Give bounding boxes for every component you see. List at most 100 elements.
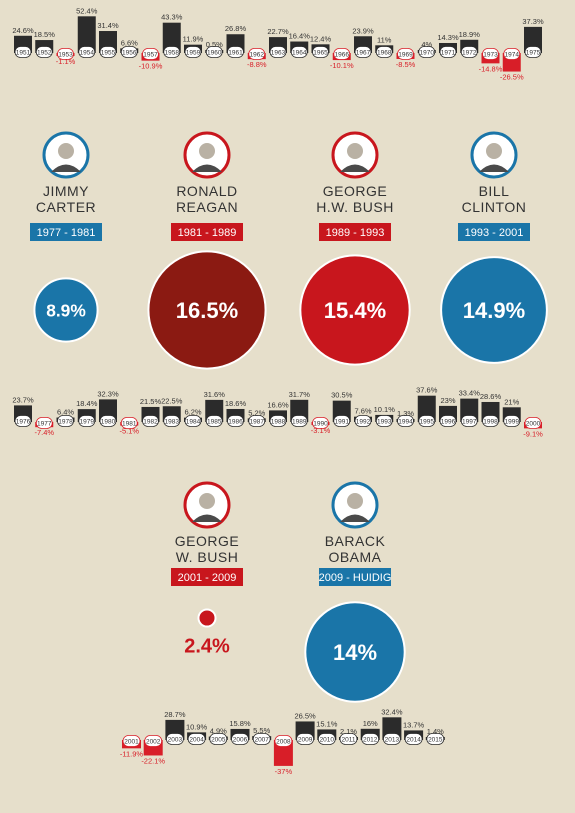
year-badge-2007 — [252, 733, 271, 745]
avatar-head-ronald-reagan — [199, 143, 215, 159]
value-label-1958: 43.3% — [161, 13, 183, 22]
value-label-1982: 21.5% — [140, 397, 162, 406]
term-label-george-w-bush: 2001 - 2009 — [178, 572, 237, 584]
year-label-1972: 1972 — [462, 49, 477, 56]
year-badge-1952 — [35, 46, 53, 58]
year-label-1961: 1961 — [228, 49, 243, 56]
year-label-1952: 1952 — [37, 49, 52, 56]
value-label-2015: 1.4% — [427, 727, 444, 736]
value-label-1974: -26.5% — [500, 73, 524, 82]
year-label-1964: 1964 — [292, 49, 307, 56]
president-name-line1-george-h-w-bush: GEORGE — [323, 183, 387, 199]
value-label-2002: -22.1% — [141, 756, 165, 765]
year-label-1978: 1978 — [58, 418, 73, 425]
term-label-bill-clinton: 1993 - 2001 — [465, 227, 524, 239]
president-name-line1-barack-obama: BARACK — [325, 533, 386, 549]
avatar-body-bill-clinton — [479, 164, 509, 172]
value-label-2004: 10.9% — [186, 722, 208, 731]
term-label-barack-obama: 2009 - HUIDIG — [319, 572, 392, 584]
value-label-2000: -9.1% — [523, 429, 543, 438]
value-label-2008: -37% — [275, 767, 293, 776]
value-label-1977: -7.4% — [34, 428, 54, 437]
year-label-1983: 1983 — [165, 418, 180, 425]
year-badge-1977 — [35, 417, 53, 429]
value-label-1976: 23.7% — [12, 395, 34, 404]
value-label-1985: 31.6% — [204, 390, 226, 399]
avg-label-bill-clinton: 14.9% — [463, 298, 525, 323]
president-name-line2-george-h-w-bush: H.W. BUSH — [316, 199, 394, 215]
year-badge-1999 — [503, 415, 521, 427]
year-badge-1959 — [184, 46, 202, 58]
year-badge-2003 — [165, 733, 184, 745]
term-badge-jimmy-carter — [30, 223, 102, 241]
year-badge-1982 — [142, 415, 159, 427]
value-label-1968: 11% — [377, 35, 392, 44]
president-name-line2-ronald-reagan: REAGAN — [176, 199, 238, 215]
year-label-1985: 1985 — [207, 418, 222, 425]
year-label-2014: 2014 — [406, 736, 421, 743]
year-badge-2005 — [209, 733, 228, 745]
year-label-2002: 2002 — [146, 738, 161, 745]
value-label-1991: 30.5% — [331, 391, 353, 400]
year-badge-1987 — [248, 415, 266, 427]
year-label-1965: 1965 — [313, 49, 328, 56]
value-label-1996: 23% — [440, 396, 455, 405]
year-badge-2006 — [231, 733, 249, 745]
year-label-1959: 1959 — [186, 49, 201, 56]
year-badge-1986 — [227, 415, 244, 427]
term-badge-george-w-bush — [171, 568, 243, 586]
year-badge-1972 — [460, 46, 478, 58]
value-label-2003: 28.7% — [164, 710, 186, 719]
year-badge-2008 — [274, 735, 293, 747]
avatar-body-george-w-bush — [192, 514, 222, 522]
value-label-1986: 18.6% — [225, 399, 247, 408]
value-label-1963: 22.7% — [267, 27, 289, 36]
avg-circle-ronald-reagan — [147, 250, 267, 370]
value-label-1967: 23.9% — [352, 26, 374, 35]
year-badge-2011 — [339, 733, 358, 745]
year-badge-1997 — [460, 415, 478, 427]
avg-label-barack-obama: 14% — [333, 640, 377, 665]
year-label-1998: 1998 — [483, 418, 498, 425]
value-label-1973: -14.8% — [479, 64, 503, 73]
value-label-1983: 22.5% — [161, 396, 183, 405]
year-badge-1974 — [503, 48, 521, 60]
year-badge-1980 — [99, 415, 117, 427]
year-badge-1951 — [14, 46, 32, 58]
term-label-ronald-reagan: 1981 - 1989 — [178, 227, 237, 239]
value-label-1997: 33.4% — [459, 389, 481, 398]
president-name-line1-george-w-bush: GEORGE — [175, 533, 239, 549]
president-name-line2-bill-clinton: CLINTON — [462, 199, 527, 215]
year-badge-1968 — [375, 46, 393, 58]
year-badge-2002 — [144, 735, 163, 747]
year-label-1967: 1967 — [356, 49, 371, 56]
value-label-2005: 4.9% — [210, 727, 227, 736]
avg-label-george-w-bush: 2.4% — [184, 636, 230, 658]
year-badge-1958 — [163, 46, 181, 58]
value-label-2012: 16% — [363, 719, 378, 728]
value-label-1998: 28.6% — [480, 392, 502, 401]
year-badge-1962 — [248, 48, 266, 60]
value-label-1956: 6.6% — [121, 38, 138, 47]
year-label-1995: 1995 — [420, 418, 435, 425]
year-badge-1985 — [205, 415, 223, 427]
year-badge-2010 — [317, 733, 336, 745]
year-badge-1994 — [397, 415, 414, 427]
president-name-line1-ronald-reagan: RONALD — [176, 183, 237, 199]
value-label-1961: 26.8% — [225, 24, 247, 33]
year-label-2015: 2015 — [428, 736, 443, 743]
avatar-head-bill-clinton — [486, 143, 502, 159]
year-label-1991: 1991 — [335, 418, 350, 425]
avatar-head-barack-obama — [347, 493, 363, 509]
value-label-1987: 5.2% — [248, 408, 265, 417]
year-badge-1966 — [333, 48, 351, 60]
value-label-1959: 11.9% — [183, 35, 204, 44]
year-badge-1956 — [120, 46, 138, 58]
year-label-1980: 1980 — [101, 418, 116, 425]
value-label-2001: -11.9% — [120, 749, 144, 758]
year-badge-1979 — [78, 415, 96, 427]
year-badge-1970 — [418, 46, 436, 58]
year-label-2009: 2009 — [298, 736, 313, 743]
value-label-1989: 31.7% — [289, 390, 311, 399]
year-badge-1975 — [524, 46, 542, 58]
